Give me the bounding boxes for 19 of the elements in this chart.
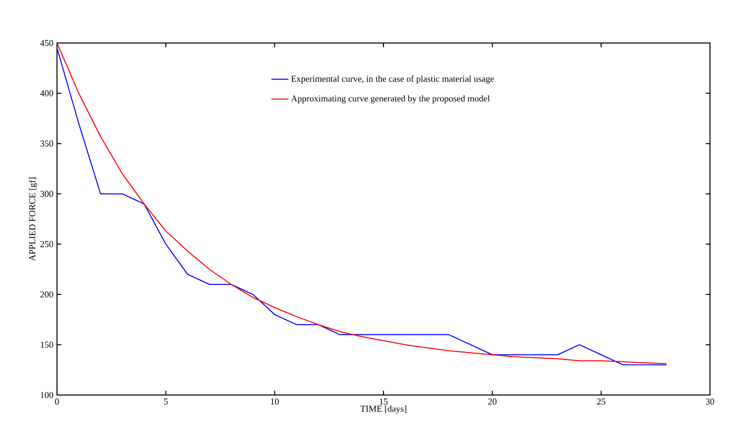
- legend-label: Experimental curve, in the case of plastic material usage: [291, 75, 494, 84]
- y-tick-label: 150: [40, 342, 54, 348]
- y-axis-title: APPLIED FORCE [gf]: [28, 178, 38, 261]
- legend-label: Approximating curve generated by the proposed model: [291, 95, 490, 104]
- x-tick-label: 15: [380, 398, 388, 405]
- x-tick-label: 20: [488, 398, 496, 405]
- y-tick-label: 300: [40, 190, 54, 197]
- y-tick-label: 200: [40, 291, 54, 298]
- x-axis-title: TIME [days]: [360, 405, 406, 414]
- x-tick-label: 5: [164, 398, 168, 405]
- y-tick-label: 100: [40, 392, 54, 398]
- y-tick-label: 250: [40, 241, 54, 248]
- x-tick-label: 30: [706, 398, 714, 405]
- y-tick-label: 350: [40, 140, 54, 147]
- y-tick-label: 450: [40, 40, 54, 46]
- y-tick-label: 400: [40, 90, 54, 96]
- x-tick-label: 10: [270, 398, 279, 405]
- x-tick-label: 25: [597, 398, 606, 405]
- x-tick-label: 0: [55, 398, 59, 405]
